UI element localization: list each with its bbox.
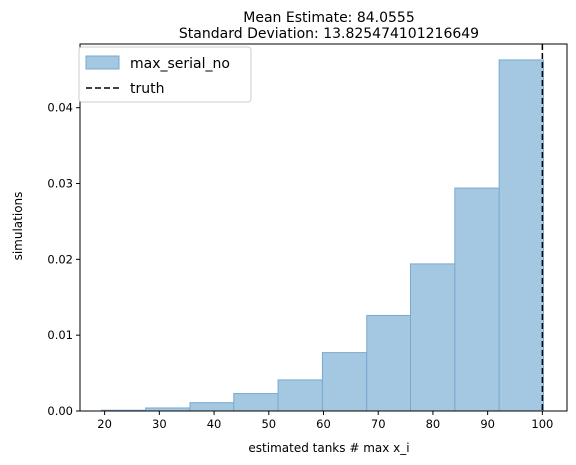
histogram-bar (321, 352, 368, 412)
histogram-bar (233, 393, 279, 412)
x-tick-label: 80 (426, 417, 441, 431)
histogram-bar (189, 402, 235, 412)
y-tick-label: 0.04 (47, 101, 73, 115)
y-tick-label: 0.00 (47, 404, 73, 418)
x-tick-label: 60 (316, 417, 331, 431)
x-tick-label: 100 (531, 417, 553, 431)
legend-label-max-serial-no: max_serial_no (130, 56, 230, 72)
histogram-bar (277, 379, 323, 412)
y-tick-label: 0.03 (47, 177, 73, 191)
y-axis-label: simulations (11, 192, 25, 261)
histogram-bar (410, 263, 456, 412)
x-axis-ticks: 20 30 40 50 60 70 80 90 100 (97, 411, 553, 431)
legend: max_serial_no truth (78, 46, 252, 103)
histogram-bar (366, 314, 412, 412)
legend-label-truth: truth (130, 81, 164, 97)
x-tick-label: 90 (480, 417, 495, 431)
x-tick-label: 20 (97, 417, 112, 431)
legend-box (78, 46, 252, 103)
x-tick-label: 30 (152, 417, 167, 431)
x-tick-label: 40 (207, 417, 222, 431)
chart-title-line-2: Standard Deviation: 13.825474101216649 (179, 26, 479, 42)
chart-title-line-1: Mean Estimate: 84.0555 (243, 10, 415, 26)
histogram-bar (498, 59, 544, 412)
x-axis-label: estimated tanks # max x_i (248, 441, 409, 455)
y-tick-label: 0.01 (47, 328, 73, 342)
histogram-bar (454, 187, 500, 412)
y-axis-ticks: 0.00 0.01 0.02 0.03 0.04 (47, 101, 80, 418)
y-tick-label: 0.02 (47, 252, 73, 266)
histogram-bars (100, 59, 544, 412)
x-tick-label: 50 (261, 417, 276, 431)
legend-swatch-max-serial-no (85, 55, 120, 70)
x-tick-label: 70 (371, 417, 386, 431)
